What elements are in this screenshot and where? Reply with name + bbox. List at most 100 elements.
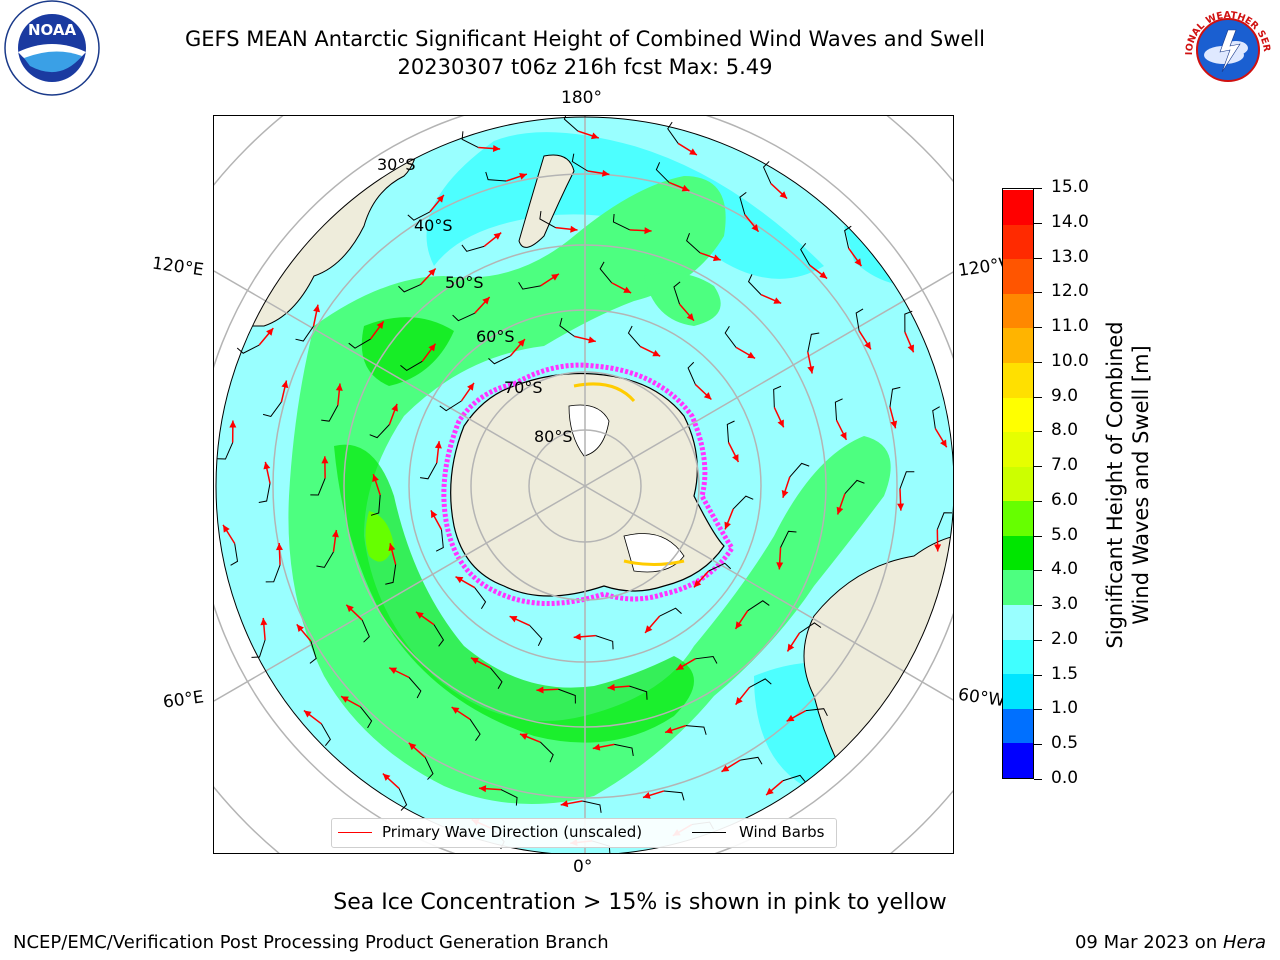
wave-arrow-head	[592, 743, 601, 751]
wave-arrow-head	[266, 328, 274, 336]
colorbar-tick	[1034, 744, 1042, 746]
colorbar-tick	[1034, 535, 1042, 537]
wind-barb	[563, 116, 579, 132]
wave-arrow-head	[645, 625, 653, 633]
wave-arrow-head	[703, 392, 712, 400]
wave-arrow-head	[934, 544, 942, 552]
wave-arrow-head	[223, 524, 230, 533]
wave-arrow-head	[436, 194, 444, 203]
sea-ice-yellow	[573, 382, 636, 403]
wind-barb	[936, 512, 953, 530]
wave-arrow-head	[607, 683, 615, 691]
wave-arrow-head	[890, 420, 898, 429]
wave-arrow-head	[455, 576, 464, 584]
colorbar-segment	[1003, 327, 1033, 363]
colorbar-segment	[1003, 362, 1033, 398]
chart-subtitle: 20230307 t06z 216h fcst Max: 5.49	[397, 55, 773, 79]
chart-title: GEFS MEAN Antarctic Significant Height o…	[184, 27, 986, 51]
wind-barb	[500, 789, 518, 806]
legend-wind-label: Wind Barbs	[739, 823, 825, 841]
lat-label-70s: 70°S	[504, 378, 543, 397]
wind-barb	[655, 162, 670, 183]
wave-arrow-head	[509, 616, 518, 623]
wave-arrow-head	[428, 343, 436, 352]
wind-barb	[424, 757, 434, 780]
colorbar-tick-label: 1.0	[1051, 698, 1079, 719]
lon-label-60e: 60°E	[161, 687, 206, 713]
wind-barb	[518, 282, 541, 290]
wind-barb	[708, 562, 732, 572]
colorbar-tick-label: 1.5	[1051, 663, 1079, 684]
wind-barb	[582, 800, 602, 813]
wind-barb	[398, 788, 408, 811]
wave-arrow-head	[493, 232, 502, 240]
colorbar-tick-label: 6.0	[1051, 489, 1079, 510]
wind-barb	[834, 398, 843, 421]
colorbar-tick-label: 2.0	[1051, 628, 1079, 649]
colorbar-segment	[1003, 431, 1033, 467]
wave-arrow-head	[642, 792, 651, 799]
colorbar-tick-label: 0.0	[1051, 768, 1079, 788]
wave-arrow-head	[751, 224, 759, 232]
colorbar-tick	[1034, 779, 1042, 780]
wave-arrow-head	[570, 225, 578, 233]
wave-arrow-head	[275, 542, 283, 551]
lat-label-30s: 30°S	[377, 155, 416, 174]
wind-barb	[844, 479, 865, 495]
wave-arrow-head	[766, 787, 774, 796]
wind-barb	[614, 743, 634, 757]
wave-arrow-head	[335, 383, 343, 391]
colorbar-tick	[1034, 570, 1042, 572]
colorbar-tick	[1034, 674, 1042, 676]
wind-barb	[685, 725, 707, 735]
colorbar-tick-label: 13.0	[1051, 246, 1089, 267]
wave-arrow-head	[434, 441, 442, 449]
wind-barb	[627, 325, 641, 347]
wave-arrow-head	[724, 521, 731, 530]
land-africa	[216, 755, 302, 853]
wave-arrow-head	[644, 227, 652, 235]
wind-barb	[932, 406, 940, 429]
wind-barb	[295, 325, 314, 342]
colorbar-tick	[1034, 327, 1042, 329]
wave-zone-darkgreen-2	[334, 444, 694, 743]
wave-arrow-head	[517, 339, 525, 347]
wind-barb	[612, 213, 630, 231]
colorbar-tick	[1034, 188, 1042, 189]
wind-barb	[320, 723, 331, 746]
colorbar-tick	[1034, 431, 1042, 433]
wave-zone-max	[365, 511, 394, 562]
colorbar-segment	[1003, 466, 1033, 502]
colorbar-tick	[1034, 466, 1042, 468]
wave-arrow-head	[560, 800, 569, 808]
wind-barb	[667, 121, 679, 144]
lat-label-40s: 40°S	[414, 216, 453, 235]
wave-arrow-head	[451, 707, 460, 714]
national-weather-service-logo-icon: NATIONAL WEATHER SERVICE	[1178, 0, 1276, 98]
wave-arrow-head	[573, 633, 581, 641]
wind-barb	[740, 756, 763, 765]
lat-label-60s: 60°S	[476, 327, 515, 346]
colorbar-tick-label: 12.0	[1051, 281, 1089, 302]
wind-barb	[799, 622, 822, 634]
colorbar-tick-label: 8.0	[1051, 420, 1079, 441]
wind-barb	[687, 361, 696, 385]
wave-arrow-head	[428, 268, 436, 276]
wave-arrow-head	[382, 773, 391, 781]
wind-barb	[800, 242, 811, 266]
sea-ice-yellow-2	[623, 559, 685, 566]
wave-zone-green-2	[644, 272, 721, 326]
land-new-zealand	[518, 154, 575, 248]
wave-arrow-head	[372, 474, 379, 482]
wind-barb	[452, 312, 475, 322]
wind-barb	[659, 607, 682, 617]
wind-barb	[420, 462, 438, 480]
antarctic-wave-height-map: 30°S 40°S 50°S 60°S 70°S 80°S	[213, 115, 954, 854]
sea-ice-edge	[441, 362, 735, 606]
wave-arrow-head	[686, 313, 694, 321]
wind-barb	[599, 261, 612, 284]
wave-arrow-head	[779, 191, 788, 199]
wind-barb	[571, 153, 588, 172]
colorbar-tick	[1034, 605, 1042, 607]
wind-barb	[529, 625, 543, 647]
